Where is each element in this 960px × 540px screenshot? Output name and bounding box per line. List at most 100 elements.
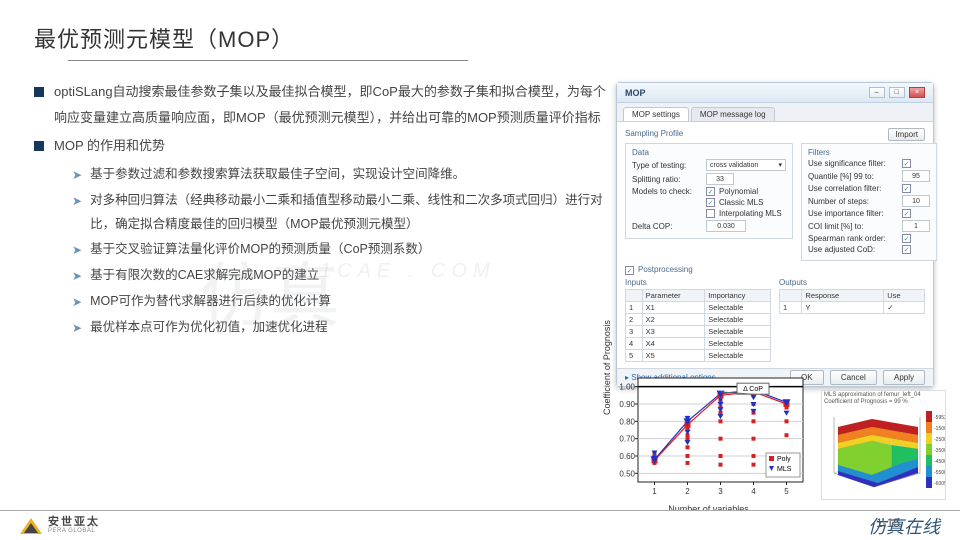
field-label: Models to check: <box>632 187 702 196</box>
logo: 安世亚太 PERA GLOBAL <box>20 517 100 534</box>
window-buttons: – □ × <box>867 87 925 98</box>
filter-row: Spearman rank order: ✓ <box>808 234 930 243</box>
filter-row: COI limit [%] to: 1 <box>808 220 930 232</box>
col-header <box>626 290 643 302</box>
checkbox[interactable]: ✓ <box>706 198 715 207</box>
bullet-text: 最优样本点可作为优化初值，加速优化进程 <box>90 316 614 340</box>
bullet-text: 基于参数过滤和参数搜索算法获取最佳子空间，实现设计空间降维。 <box>90 163 614 187</box>
svg-text:-25000: -25000 <box>934 437 945 443</box>
dialog-titlebar: MOP – □ × <box>617 83 933 103</box>
table-row: 5X5Selectable <box>626 350 771 362</box>
filters-group: Filters Use significance filter: ✓ Quantil… <box>801 143 937 261</box>
svg-text:0.90: 0.90 <box>619 400 635 409</box>
svg-text:-5953: -5953 <box>934 415 945 421</box>
filter-input[interactable]: 10 <box>902 195 930 207</box>
close-button[interactable]: × <box>909 87 925 98</box>
svg-text:0.50: 0.50 <box>619 469 635 478</box>
field-label: Delta COP: <box>632 222 702 231</box>
cell: Y <box>802 302 884 314</box>
maximize-button[interactable]: □ <box>889 87 905 98</box>
cell: 1 <box>780 302 802 314</box>
svg-text:-15000: -15000 <box>934 426 945 432</box>
filter-label: Use adjusted CoD: <box>808 245 898 254</box>
section-label: Sampling Profile <box>625 129 683 138</box>
minimize-button[interactable]: – <box>869 87 885 98</box>
checkbox[interactable]: ✓ <box>706 187 715 196</box>
filter-label: Use importance filter: <box>808 209 898 218</box>
svg-text:2: 2 <box>685 487 690 496</box>
filter-label: Use significance filter: <box>808 159 898 168</box>
import-button[interactable]: Import <box>888 128 925 141</box>
data-group: Data Type of testing: cross validation▾ … <box>625 143 793 239</box>
bullet-text: MOP可作为替代求解器进行后续的优化计算 <box>90 290 614 314</box>
page-footer: 安世亚太 PERA GLOBAL 仿真在线 <box>0 510 960 540</box>
col-header <box>780 290 802 302</box>
cell: 4 <box>626 338 643 350</box>
bullet-l2: ➤最优样本点可作为优化初值，加速优化进程 <box>72 316 614 340</box>
filter-row: Number of steps: 10 <box>808 195 930 207</box>
model-option: Classic MLS <box>719 198 763 207</box>
chevron-icon: ➤ <box>72 265 82 288</box>
cell: 3 <box>626 326 643 338</box>
svg-text:1.00: 1.00 <box>619 383 635 392</box>
svg-text:1: 1 <box>652 487 657 496</box>
bullet-text: MOP 的作用和优势 <box>54 133 614 159</box>
table-row: 4X4Selectable <box>626 338 771 350</box>
table-label: Inputs <box>625 278 771 287</box>
svg-text:-45000: -45000 <box>934 459 945 465</box>
field-label: Splitting ratio: <box>632 175 702 184</box>
surf-title: MLS approximation of femur_left_04 <box>822 391 945 399</box>
col-header: Importancy <box>705 290 771 302</box>
delta-input[interactable]: 0.030 <box>706 220 746 232</box>
table-label: Outputs <box>779 278 925 287</box>
cell: X1 <box>642 302 705 314</box>
cell: 1 <box>626 302 643 314</box>
model-option: Polynomial <box>719 187 758 196</box>
col-header: Response <box>802 290 884 302</box>
filter-row: Quantile [%] 99 to: 95 <box>808 170 930 182</box>
model-option: Interpolating MLS <box>719 209 782 218</box>
filter-label: Quantile [%] 99 to: <box>808 172 898 181</box>
checkbox[interactable] <box>706 209 715 218</box>
checkbox[interactable]: ✓ <box>902 234 911 243</box>
bullet-l1: MOP 的作用和优势 <box>34 133 614 159</box>
checkbox[interactable]: ✓ <box>902 209 911 218</box>
surface-chart: MLS approximation of femur_left_04 Coeff… <box>821 390 946 500</box>
svg-text:-60058: -60058 <box>934 481 945 487</box>
cell: X3 <box>642 326 705 338</box>
bullet-l2: ➤基于参数过滤和参数搜索算法获取最佳子空间，实现设计空间降维。 <box>72 163 614 187</box>
filter-input[interactable]: 95 <box>902 170 930 182</box>
splitting-input[interactable]: 33 <box>706 173 734 185</box>
table-row: 2X2Selectable <box>626 314 771 326</box>
tab-mop-settings[interactable]: MOP settings <box>623 107 689 121</box>
bullet-l1: optiSLang自动搜索最佳参数子集以及最佳拟合模型，即CoP最大的参数子集和… <box>34 79 614 131</box>
checkbox[interactable]: ✓ <box>902 159 911 168</box>
checkbox[interactable]: ✓ <box>902 245 911 254</box>
group-label: Filters <box>808 148 930 157</box>
bullet-text: 对多种回归算法（经典移动最小二乘和插值型移动最小二乘、线性和二次多项式回归）进行… <box>90 189 614 237</box>
dialog-tabs: MOP settings MOP message log <box>617 103 933 121</box>
right-column: MOP – □ × MOP settings MOP message log S… <box>616 82 946 387</box>
filter-label: Spearman rank order: <box>808 234 898 243</box>
tab-mop-log[interactable]: MOP message log <box>691 107 775 121</box>
square-marker <box>34 141 44 151</box>
filter-label: Number of steps: <box>808 197 898 206</box>
dialog-body: Sampling Profile Import Data Type of tes… <box>617 121 933 368</box>
cell: Selectable <box>705 302 771 314</box>
cell: Selectable <box>705 326 771 338</box>
page-title: 最优预测元模型（MOP） <box>34 22 960 54</box>
filter-row: Use importance filter: ✓ <box>808 209 930 218</box>
filter-label: Use correlation filter: <box>808 184 898 193</box>
bullet-l2: ➤基于交叉验证算法量化评价MOP的预测质量（CoP预测系数） <box>72 238 614 262</box>
svg-text:0.70: 0.70 <box>619 435 635 444</box>
checkbox[interactable]: ✓ <box>625 266 634 275</box>
cell: X4 <box>642 338 705 350</box>
filter-input[interactable]: 1 <box>902 220 930 232</box>
watermark-url: 1CAE . COM <box>320 260 496 283</box>
svg-text:3: 3 <box>718 487 723 496</box>
type-testing-select[interactable]: cross validation▾ <box>706 159 786 171</box>
filter-label: COI limit [%] to: <box>808 222 898 231</box>
checkbox[interactable]: ✓ <box>902 184 911 193</box>
page-number: 1-15 <box>876 516 900 530</box>
chevron-icon: ➤ <box>72 239 82 262</box>
